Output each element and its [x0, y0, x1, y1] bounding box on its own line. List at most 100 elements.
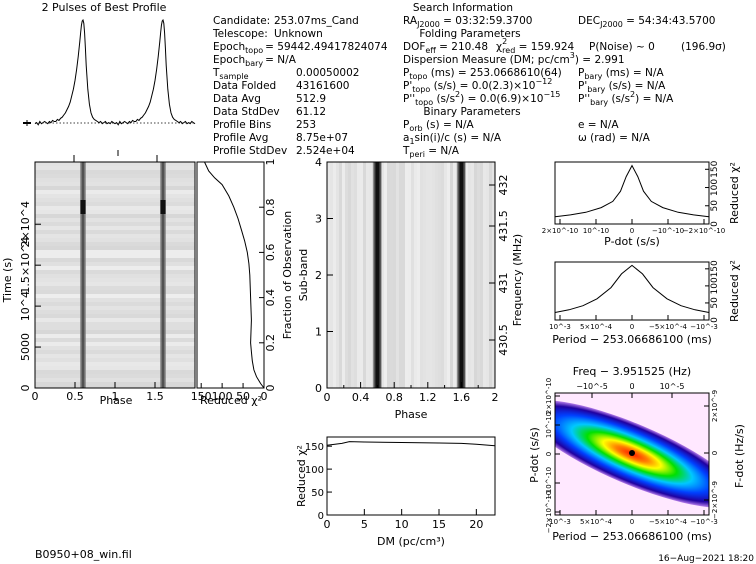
profile-errorbar — [23, 120, 31, 126]
time-phase-row — [35, 310, 195, 314]
period-chi2-xtick-label: 0 — [630, 323, 634, 331]
subband-ylabel: Sub-band — [297, 249, 310, 302]
time-phase-row — [35, 230, 195, 234]
profile-stddev-label: Profile StdDev — [213, 145, 287, 157]
time-phase-row — [35, 326, 195, 330]
time-phase-row — [35, 318, 195, 322]
dof-value: = 210.48 — [436, 41, 488, 53]
subband-column — [342, 162, 345, 388]
time-phase-row — [35, 334, 195, 338]
subband-ytick-label: 2 — [315, 269, 322, 282]
subband-ytick-label: 0 — [315, 382, 322, 395]
chi2-fraction-xlabel: Reduced χ² — [200, 394, 262, 407]
time-phase-row — [35, 190, 195, 194]
time-phase-row — [35, 278, 195, 282]
chi2-label: χ — [496, 41, 502, 53]
pnoise-text: P(Noise) ~ 0 — [589, 41, 655, 53]
period-pdot-righttick-label: 0 — [711, 451, 719, 455]
time-phase-row — [35, 286, 195, 290]
chi2-fraction-ytick-label: 0.6 — [264, 244, 277, 262]
tsample-value: 0.00050002 — [296, 67, 359, 79]
data-avg-label: Data Avg — [213, 93, 261, 105]
time-phase-row — [35, 350, 195, 354]
ra-value: = 03:32:59.3700 — [440, 15, 533, 27]
time-phase-row — [35, 306, 195, 310]
profile-avg-value: 8.75e+07 — [296, 132, 348, 144]
subband-column — [474, 162, 477, 388]
subband-column — [339, 162, 342, 388]
dm-chi2-xlabel: DM (pc/cm³) — [377, 535, 445, 548]
time-phase-row — [35, 202, 195, 206]
period-chi2-ytick-label: 50 — [710, 297, 720, 309]
subband-column — [369, 162, 372, 388]
tperi-label: T — [402, 145, 410, 157]
time-phase-xtick-label: 1 — [112, 390, 119, 403]
frequency-tick-label: 431.5 — [497, 210, 510, 242]
subband-column — [447, 162, 450, 388]
ra-label: RA — [403, 15, 418, 27]
profile-panel: 2 Pulses of Best Profile — [23, 1, 196, 126]
time-phase-row — [35, 290, 195, 294]
pddbary-sub: bary — [590, 98, 608, 107]
dm-chi2-xtick-label: 15 — [432, 518, 446, 531]
time-phase-row — [35, 186, 195, 190]
a1-label: a — [403, 132, 409, 144]
subband-column — [390, 162, 393, 388]
tperi-sub: peri — [409, 150, 425, 159]
period-pdot-ytick-label: −10^-10 — [545, 467, 553, 499]
subband-column — [423, 162, 426, 388]
epoch-topo-label: Epochtopo = 59442.49417824074 — [213, 41, 388, 55]
pdot-chi2-ytick-label: 50 — [710, 200, 720, 212]
frequency-tick-label: 431 — [497, 273, 510, 294]
subband-column — [426, 162, 429, 388]
chi2-fraction-frame — [196, 161, 265, 389]
time-phase-row — [35, 194, 195, 198]
profile-bins-value: 253 — [296, 119, 316, 131]
pulse-stripe-core — [81, 162, 85, 388]
subband-column — [408, 162, 411, 388]
subband-column — [348, 162, 351, 388]
time-phase-row — [35, 238, 195, 242]
profile-title: 2 Pulses of Best Profile — [42, 1, 167, 14]
period-pdot-toplabel: Freq − 3.951525 (Hz) — [573, 365, 691, 378]
time-phase-row — [35, 178, 195, 182]
subband-column — [417, 162, 420, 388]
time-phase-row — [35, 298, 195, 302]
epoch-topo-value: = 59442.49417824074 — [265, 41, 388, 53]
time-phase-ylabel: Time (s) — [1, 258, 14, 304]
subband-column — [480, 162, 483, 388]
time-phase-row — [35, 210, 195, 214]
pbary-sub: bary — [584, 72, 602, 81]
time-phase-row — [35, 362, 195, 366]
pbary-line: Pbary (ms) = N/A — [578, 67, 664, 81]
time-phase-row — [35, 274, 195, 278]
pddbary-value: (s/s — [608, 93, 630, 105]
epoch-bary-value: = N/A — [265, 54, 297, 66]
chi2-value: = 159.924 — [515, 41, 574, 53]
porb-label: P — [403, 119, 409, 131]
period-chi2-xtick-label: −5×10^-4 — [649, 323, 687, 331]
period-pdot-ytick-label: 0 — [545, 452, 553, 456]
subband-column — [345, 162, 348, 388]
pddtopo-label: P'' — [403, 93, 415, 105]
period-chi2-xtick-label: 10^-3 — [549, 323, 571, 331]
period-chi2-ytick-label: 0 — [710, 317, 720, 323]
pbary-label: P — [578, 67, 584, 79]
period-pdot-xlabel: Period − 253.06686100 (ms) — [552, 530, 712, 543]
subband-column — [468, 162, 471, 388]
subband-xlabel: Phase — [395, 408, 428, 421]
subband-column — [396, 162, 399, 388]
time-phase-row — [35, 374, 195, 378]
time-phase-row — [35, 366, 195, 370]
subband-phase-panel: 0 0.4 0.8 1.2 1.6 2 0 1 2 3 4 430.5 431 431.5 432 Phas… — [297, 156, 524, 421]
subband-column — [477, 162, 480, 388]
subband-column — [432, 162, 435, 388]
profile-stddev-value: 2.524e+04 — [296, 145, 355, 157]
subband-column — [435, 162, 438, 388]
subband-column — [357, 162, 360, 388]
time-phase-row — [35, 314, 195, 318]
time-phase-heatmap — [35, 162, 195, 388]
subband-column — [384, 162, 387, 388]
subband-column — [363, 162, 366, 388]
ptopo-value: (ms) = 253.0668610(64) — [427, 67, 561, 79]
